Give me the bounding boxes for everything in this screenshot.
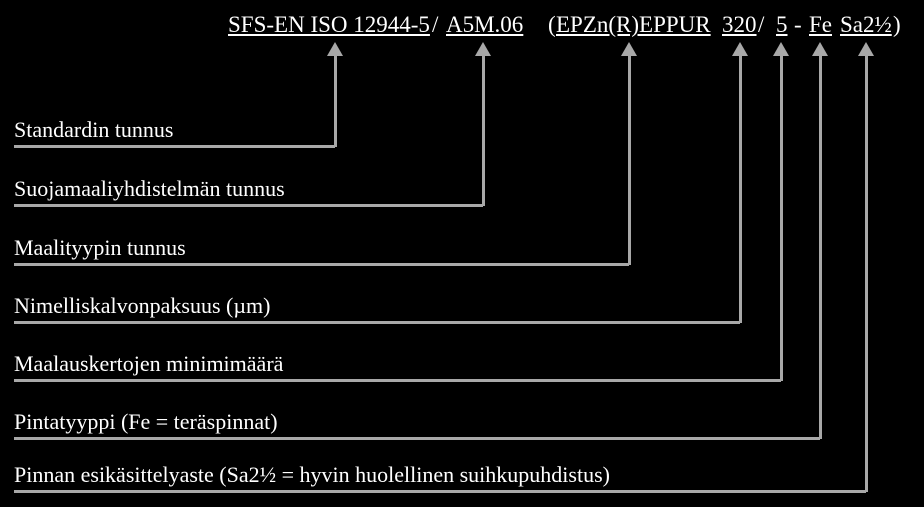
desc-prep-label: Pinnan esikäsittelyaste (Sa2½ = hyvin hu… [14, 462, 610, 488]
desc-surf-vline [819, 56, 822, 439]
desc-thick-hline [14, 321, 740, 324]
seg-std: SFS-EN ISO 12944-5 [228, 12, 430, 38]
seg-dash: - [794, 12, 802, 38]
desc-sys-vline [482, 56, 485, 206]
desc-coats-arrowhead [773, 42, 789, 56]
desc-std-vline [334, 56, 337, 147]
seg-open: ( [548, 12, 556, 38]
desc-paint-label: Maalityypin tunnus [14, 235, 186, 261]
desc-thick-vline [739, 56, 742, 323]
desc-surf-arrowhead [812, 42, 828, 56]
desc-thick-arrowhead [732, 42, 748, 56]
desc-sys-label: Suojamaaliyhdistelmän tunnus [14, 176, 285, 202]
desc-surf-label: Pintatyyppi (Fe = teräspinnat) [14, 409, 278, 435]
seg-slash2: / [758, 12, 764, 38]
desc-surf-hline [14, 437, 820, 440]
seg-sys: A5M.06 [446, 12, 523, 38]
seg-surf: Fe [809, 12, 832, 38]
desc-paint-vline [628, 56, 631, 265]
desc-std-hline [14, 145, 335, 148]
desc-prep-arrowhead [858, 42, 874, 56]
seg-prep: Sa2½ [840, 12, 892, 38]
seg-close: ) [893, 12, 901, 38]
desc-std-label: Standardin tunnus [14, 117, 174, 143]
desc-coats-hline [14, 379, 781, 382]
seg-thick: 320 [722, 12, 757, 38]
desc-paint-arrowhead [621, 42, 637, 56]
desc-prep-hline [14, 490, 866, 493]
desc-sys-hline [14, 204, 483, 207]
desc-paint-hline [14, 263, 629, 266]
desc-coats-vline [780, 56, 783, 381]
seg-paint: EPZn(R)EPPUR [556, 12, 711, 38]
seg-coats: 5 [776, 12, 788, 38]
desc-thick-label: Nimelliskalvonpaksuus (µm) [14, 293, 270, 319]
desc-sys-arrowhead [475, 42, 491, 56]
desc-prep-vline [865, 56, 868, 492]
desc-coats-label: Maalauskertojen minimimäärä [14, 351, 283, 377]
seg-slash1: / [432, 12, 438, 38]
desc-std-arrowhead [327, 42, 343, 56]
designation-diagram: SFS-EN ISO 12944-5/A5M.06(EPZn(R)EPPUR32… [0, 0, 924, 507]
